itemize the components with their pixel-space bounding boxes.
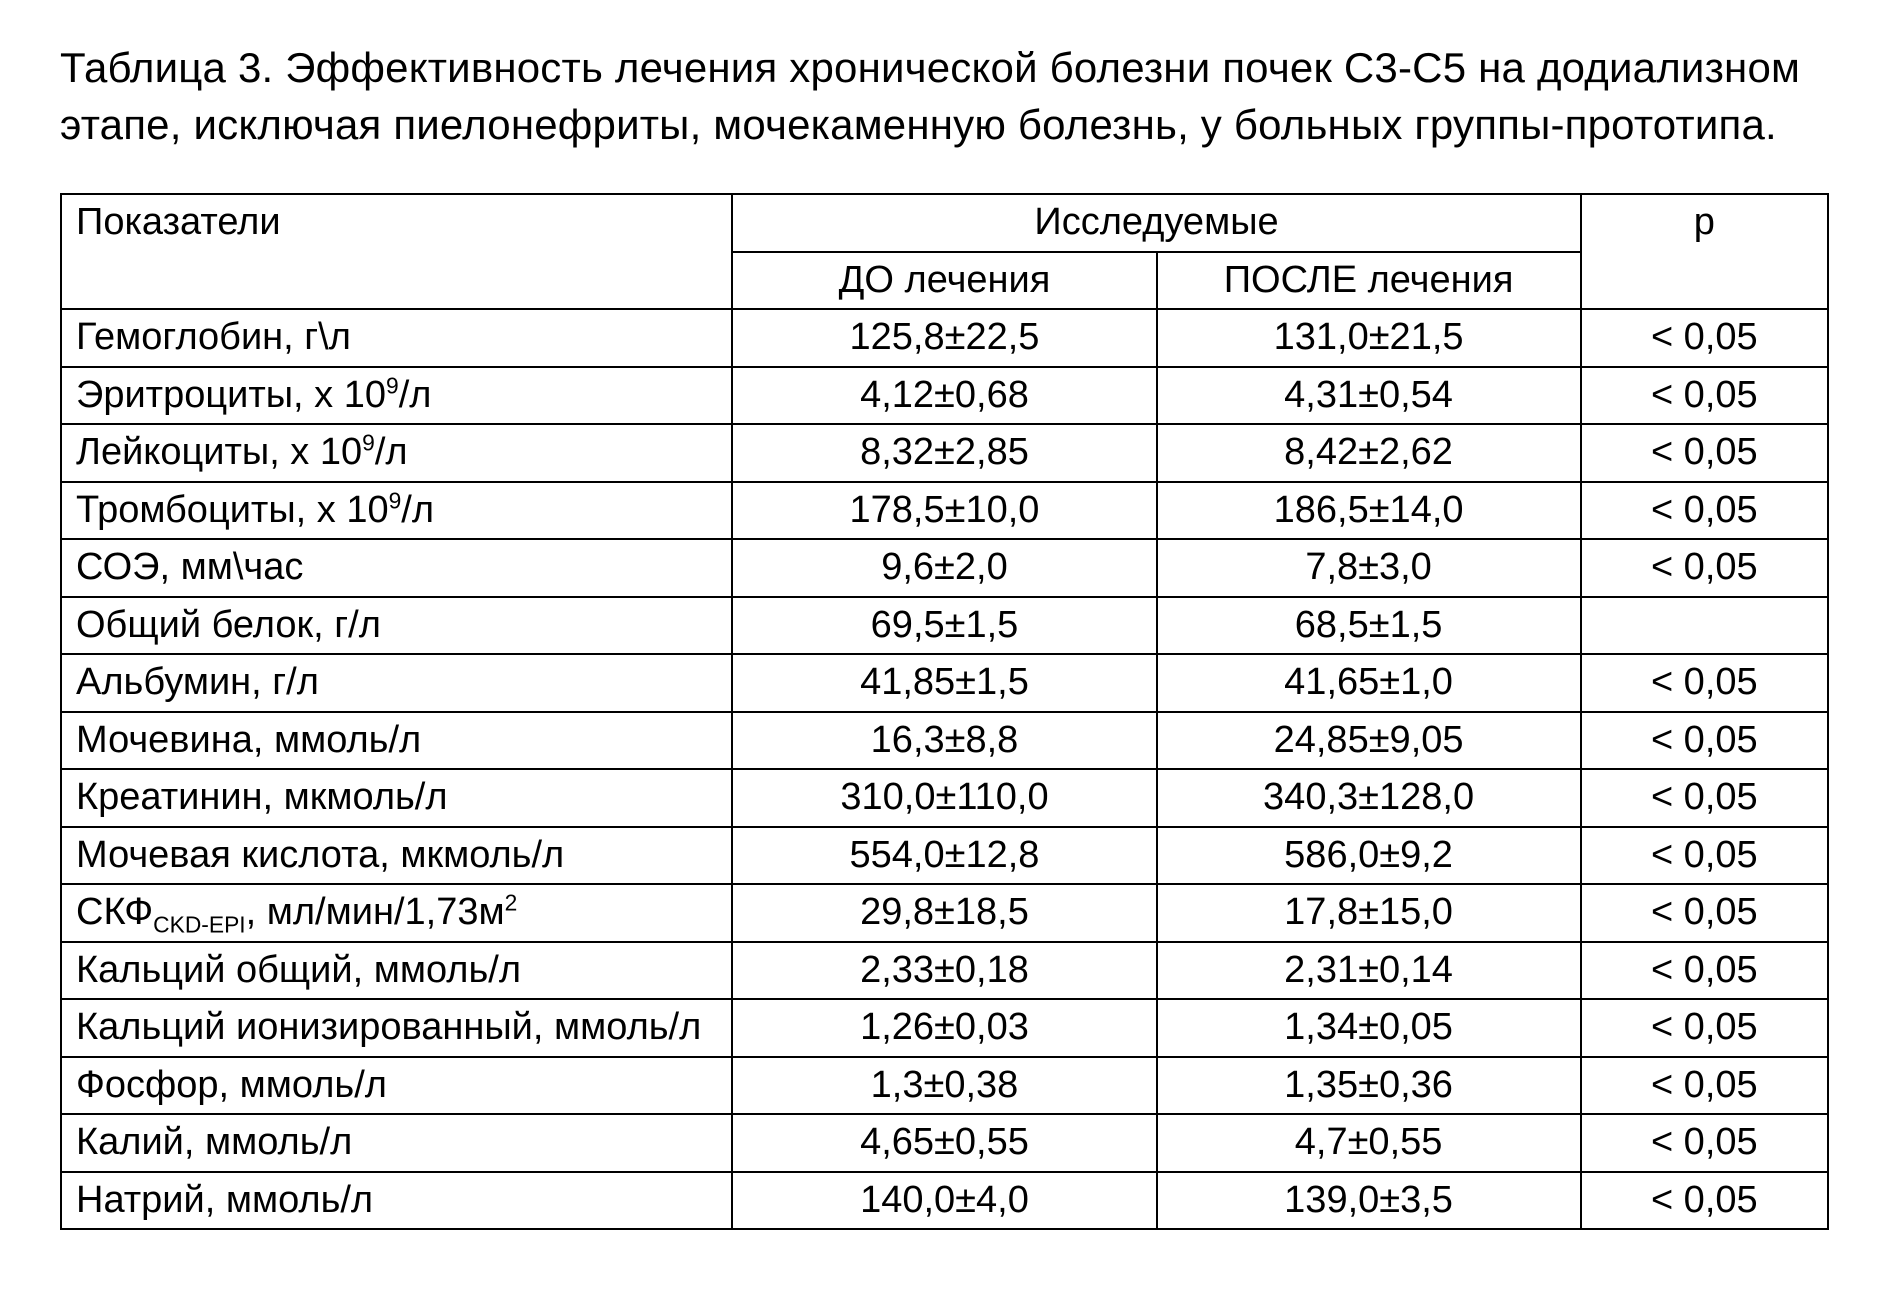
row-label: СКФCKD-EPI, мл/мин/1,73м2 bbox=[61, 884, 732, 942]
row-before: 41,85±1,5 bbox=[732, 654, 1156, 712]
row-after: 8,42±2,62 bbox=[1157, 424, 1581, 482]
table-row: Калий, ммоль/л4,65±0,554,7±0,55< 0,05 bbox=[61, 1114, 1828, 1172]
table-header-row-1: Показатели Исследуемые p bbox=[61, 194, 1828, 252]
row-after: 41,65±1,0 bbox=[1157, 654, 1581, 712]
row-label: Креатинин, мкмоль/л bbox=[61, 769, 732, 827]
col-header-label: Показатели bbox=[61, 194, 732, 309]
table-row: Кальций общий, ммоль/л2,33±0,182,31±0,14… bbox=[61, 942, 1828, 1000]
row-after: 4,7±0,55 bbox=[1157, 1114, 1581, 1172]
row-p: < 0,05 bbox=[1581, 712, 1828, 770]
row-after: 131,0±21,5 bbox=[1157, 309, 1581, 367]
row-label: Фосфор, ммоль/л bbox=[61, 1057, 732, 1115]
row-after: 586,0±9,2 bbox=[1157, 827, 1581, 885]
row-p: < 0,05 bbox=[1581, 424, 1828, 482]
row-label: СОЭ, мм\час bbox=[61, 539, 732, 597]
row-label: Эритроциты, х 109/л bbox=[61, 367, 732, 425]
row-p: < 0,05 bbox=[1581, 827, 1828, 885]
row-after: 186,5±14,0 bbox=[1157, 482, 1581, 540]
row-after: 4,31±0,54 bbox=[1157, 367, 1581, 425]
table-row: Тромбоциты, х 109/л178,5±10,0186,5±14,0<… bbox=[61, 482, 1828, 540]
row-p: < 0,05 bbox=[1581, 1172, 1828, 1230]
row-before: 16,3±8,8 bbox=[732, 712, 1156, 770]
row-p: < 0,05 bbox=[1581, 884, 1828, 942]
col-header-group: Исследуемые bbox=[732, 194, 1580, 252]
row-after: 24,85±9,05 bbox=[1157, 712, 1581, 770]
row-p: < 0,05 bbox=[1581, 999, 1828, 1057]
table-row: СКФCKD-EPI, мл/мин/1,73м229,8±18,517,8±1… bbox=[61, 884, 1828, 942]
row-label: Калий, ммоль/л bbox=[61, 1114, 732, 1172]
row-before: 178,5±10,0 bbox=[732, 482, 1156, 540]
row-before: 140,0±4,0 bbox=[732, 1172, 1156, 1230]
row-p bbox=[1581, 597, 1828, 655]
row-p: < 0,05 bbox=[1581, 482, 1828, 540]
row-after: 1,35±0,36 bbox=[1157, 1057, 1581, 1115]
table-row: СОЭ, мм\час9,6±2,07,8±3,0< 0,05 bbox=[61, 539, 1828, 597]
row-before: 2,33±0,18 bbox=[732, 942, 1156, 1000]
row-label: Кальций общий, ммоль/л bbox=[61, 942, 732, 1000]
row-after: 340,3±128,0 bbox=[1157, 769, 1581, 827]
table-row: Креатинин, мкмоль/л310,0±110,0340,3±128,… bbox=[61, 769, 1828, 827]
row-before: 8,32±2,85 bbox=[732, 424, 1156, 482]
row-before: 9,6±2,0 bbox=[732, 539, 1156, 597]
row-p: < 0,05 bbox=[1581, 654, 1828, 712]
table-row: Кальций ионизированный, ммоль/л1,26±0,03… bbox=[61, 999, 1828, 1057]
row-after: 7,8±3,0 bbox=[1157, 539, 1581, 597]
row-before: 29,8±18,5 bbox=[732, 884, 1156, 942]
row-before: 125,8±22,5 bbox=[732, 309, 1156, 367]
col-header-after: ПОСЛЕ лечения bbox=[1157, 252, 1581, 310]
row-label: Общий белок, г/л bbox=[61, 597, 732, 655]
row-label: Альбумин, г/л bbox=[61, 654, 732, 712]
table-row: Мочевая кислота, мкмоль/л554,0±12,8586,0… bbox=[61, 827, 1828, 885]
table-row: Общий белок, г/л69,5±1,568,5±1,5 bbox=[61, 597, 1828, 655]
table-row: Фосфор, ммоль/л1,3±0,381,35±0,36< 0,05 bbox=[61, 1057, 1828, 1115]
row-after: 17,8±15,0 bbox=[1157, 884, 1581, 942]
row-p: < 0,05 bbox=[1581, 309, 1828, 367]
table-row: Натрий, ммоль/л140,0±4,0139,0±3,5< 0,05 bbox=[61, 1172, 1828, 1230]
table-row: Мочевина, ммоль/л16,3±8,824,85±9,05< 0,0… bbox=[61, 712, 1828, 770]
row-before: 310,0±110,0 bbox=[732, 769, 1156, 827]
row-before: 554,0±12,8 bbox=[732, 827, 1156, 885]
row-after: 68,5±1,5 bbox=[1157, 597, 1581, 655]
row-after: 139,0±3,5 bbox=[1157, 1172, 1581, 1230]
row-label: Мочевая кислота, мкмоль/л bbox=[61, 827, 732, 885]
table-caption: Таблица 3. Эффективность лечения хрониче… bbox=[60, 40, 1829, 153]
col-header-before: ДО лечения bbox=[732, 252, 1156, 310]
row-after: 2,31±0,14 bbox=[1157, 942, 1581, 1000]
row-p: < 0,05 bbox=[1581, 1114, 1828, 1172]
table-row: Альбумин, г/л41,85±1,541,65±1,0< 0,05 bbox=[61, 654, 1828, 712]
row-p: < 0,05 bbox=[1581, 769, 1828, 827]
row-label: Натрий, ммоль/л bbox=[61, 1172, 732, 1230]
row-before: 1,26±0,03 bbox=[732, 999, 1156, 1057]
row-before: 69,5±1,5 bbox=[732, 597, 1156, 655]
table-row: Эритроциты, х 109/л4,12±0,684,31±0,54< 0… bbox=[61, 367, 1828, 425]
row-label: Кальций ионизированный, ммоль/л bbox=[61, 999, 732, 1057]
col-header-p: p bbox=[1581, 194, 1828, 309]
row-p: < 0,05 bbox=[1581, 539, 1828, 597]
row-label: Тромбоциты, х 109/л bbox=[61, 482, 732, 540]
row-after: 1,34±0,05 bbox=[1157, 999, 1581, 1057]
row-p: < 0,05 bbox=[1581, 1057, 1828, 1115]
row-p: < 0,05 bbox=[1581, 367, 1828, 425]
results-table: Показатели Исследуемые p ДО лечения ПОСЛ… bbox=[60, 193, 1829, 1230]
row-label: Лейкоциты, х 109/л bbox=[61, 424, 732, 482]
row-p: < 0,05 bbox=[1581, 942, 1828, 1000]
row-before: 4,65±0,55 bbox=[732, 1114, 1156, 1172]
row-before: 4,12±0,68 bbox=[732, 367, 1156, 425]
row-before: 1,3±0,38 bbox=[732, 1057, 1156, 1115]
table-row: Гемоглобин, г\л125,8±22,5131,0±21,5< 0,0… bbox=[61, 309, 1828, 367]
table-row: Лейкоциты, х 109/л8,32±2,858,42±2,62< 0,… bbox=[61, 424, 1828, 482]
row-label: Гемоглобин, г\л bbox=[61, 309, 732, 367]
row-label: Мочевина, ммоль/л bbox=[61, 712, 732, 770]
